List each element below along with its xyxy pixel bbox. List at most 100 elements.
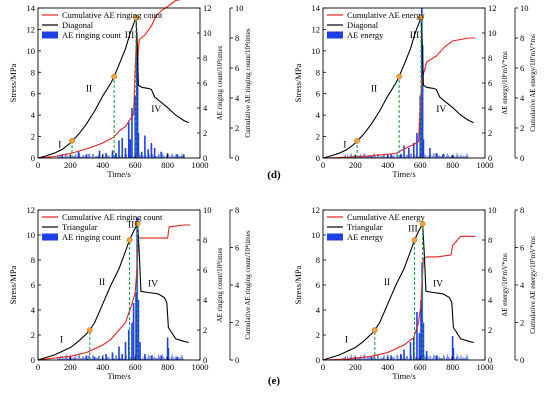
x-tick-label: 0	[321, 160, 325, 170]
x-tick-label: 200	[349, 160, 362, 170]
ae-bar-background	[57, 153, 185, 158]
y-axis-label: Stress/MPa	[8, 265, 18, 304]
phase-label: III	[408, 224, 418, 234]
cumulative-line	[37, 0, 182, 159]
phase-marker	[86, 327, 93, 333]
x-tick-label: 200	[349, 362, 362, 372]
y2-tick-label: 10	[488, 28, 497, 38]
y2-tick-label: 12	[203, 3, 212, 13]
x-tick-label: 800	[161, 160, 174, 170]
x-tick-label: 1000	[477, 160, 494, 170]
y3-tick-label: 0	[520, 355, 524, 365]
phase-label: IV	[151, 105, 161, 115]
y3-tick-label: 4	[520, 93, 525, 103]
y3-tick-label: 8	[520, 33, 524, 43]
y2-tick-label: 4	[488, 103, 493, 113]
y-axis-label: Stress/MPa	[293, 265, 303, 304]
legend-label: Diagonal	[62, 20, 94, 30]
y-tick-label: 4	[31, 110, 36, 120]
phase-label: III	[125, 31, 135, 41]
y3-tick-label: 10	[235, 3, 244, 13]
y-tick-label: 0	[316, 153, 320, 163]
phase-marker	[411, 237, 418, 243]
y-tick-label: 14	[27, 3, 36, 13]
y3-tick-label: 4	[520, 280, 525, 290]
x-tick-label: 600	[129, 362, 142, 372]
y-tick-label: 8	[31, 255, 35, 265]
phase-label: IV	[436, 105, 446, 115]
y-tick-label: 14	[312, 3, 321, 13]
y3-tick-label: 0	[235, 355, 239, 365]
y3-tick-label: 6	[520, 63, 524, 73]
y2-tick-label: 0	[488, 355, 492, 365]
y3-tick-label: 2	[235, 123, 239, 133]
x-tick-label: 600	[414, 362, 427, 372]
y3-axis-label: Cumulative AE energy/10⁷mV*ms	[529, 34, 537, 132]
y3-tick-label: 0	[235, 153, 239, 163]
phase-label: II	[384, 278, 390, 288]
y-tick-label: 12	[312, 24, 321, 34]
y2-tick-label: 0	[203, 153, 207, 163]
x-tick-label: 400	[96, 362, 109, 372]
phase-marker	[418, 14, 424, 21]
phase-marker	[396, 73, 402, 80]
y3-axis-label: Cumulative AE ringing count/10⁴times	[244, 230, 252, 339]
y3-axis-label: Cumulative AE ringing count/10⁴times	[244, 28, 252, 137]
y2-tick-label: 12	[488, 3, 497, 13]
y2-axis-label: AE energy/10⁶mV*ms	[501, 51, 509, 115]
y3-axis-label: Cumulative AE energy/10⁷mV*ms	[529, 236, 537, 334]
legend-label: Diagonal	[347, 20, 379, 30]
x-tick-label: 1000	[192, 160, 209, 170]
legend-swatch-bars	[327, 233, 343, 241]
y3-tick-label: 6	[235, 243, 239, 253]
y2-tick-label: 6	[203, 265, 207, 275]
legend-label: Cumulative AE ringing count	[62, 212, 163, 222]
legend-label: Triangular	[62, 222, 98, 232]
x-tick-label: 800	[446, 160, 459, 170]
x-tick-label: 600	[129, 160, 142, 170]
y3-tick-label: 4	[235, 280, 240, 290]
y3-tick-label: 2	[520, 123, 524, 133]
phase-marker	[111, 73, 117, 80]
y2-tick-label: 8	[203, 235, 207, 245]
y-tick-label: 0	[31, 355, 35, 365]
y2-tick-label: 2	[488, 128, 492, 138]
x-axis-label: Time/s	[107, 371, 130, 381]
cumulative-line	[37, 224, 191, 361]
x-tick-label: 200	[64, 362, 77, 372]
phase-marker	[371, 327, 378, 333]
phase-label: II	[99, 278, 105, 288]
y2-tick-label: 8	[488, 53, 492, 63]
y-tick-label: 8	[316, 255, 320, 265]
y3-tick-label: 8	[235, 205, 239, 215]
phase-label: IV	[433, 279, 443, 289]
legend-label: Cumulative AE energy	[347, 212, 425, 222]
phase-label: II	[86, 85, 92, 95]
row-label: (e)	[268, 375, 281, 387]
legend-label: AE ringing count	[62, 232, 122, 242]
x-tick-label: 1000	[192, 362, 209, 372]
y-tick-label: 8	[31, 67, 35, 77]
x-tick-label: 0	[321, 362, 325, 372]
phase-label: I	[58, 140, 61, 150]
y3-tick-label: 0	[520, 153, 524, 163]
phase-label: III	[128, 221, 138, 231]
y2-tick-label: 6	[488, 78, 492, 88]
y2-tick-label: 10	[203, 28, 212, 38]
phase-marker	[133, 14, 139, 21]
x-tick-label: 800	[446, 362, 459, 372]
legend-swatch-bars	[42, 31, 58, 39]
legend-label: Cumulative AE energy	[347, 10, 425, 20]
phase-label: I	[345, 336, 348, 346]
legend-swatch-bars	[42, 233, 58, 241]
y2-tick-label: 2	[203, 325, 207, 335]
y-tick-label: 6	[31, 280, 35, 290]
phase-label: II	[371, 85, 377, 95]
legend: Cumulative AE ringing countTriangularAE …	[42, 212, 163, 242]
y-tick-label: 2	[31, 132, 35, 142]
y-tick-label: 2	[316, 132, 320, 142]
y-tick-label: 8	[316, 67, 320, 77]
